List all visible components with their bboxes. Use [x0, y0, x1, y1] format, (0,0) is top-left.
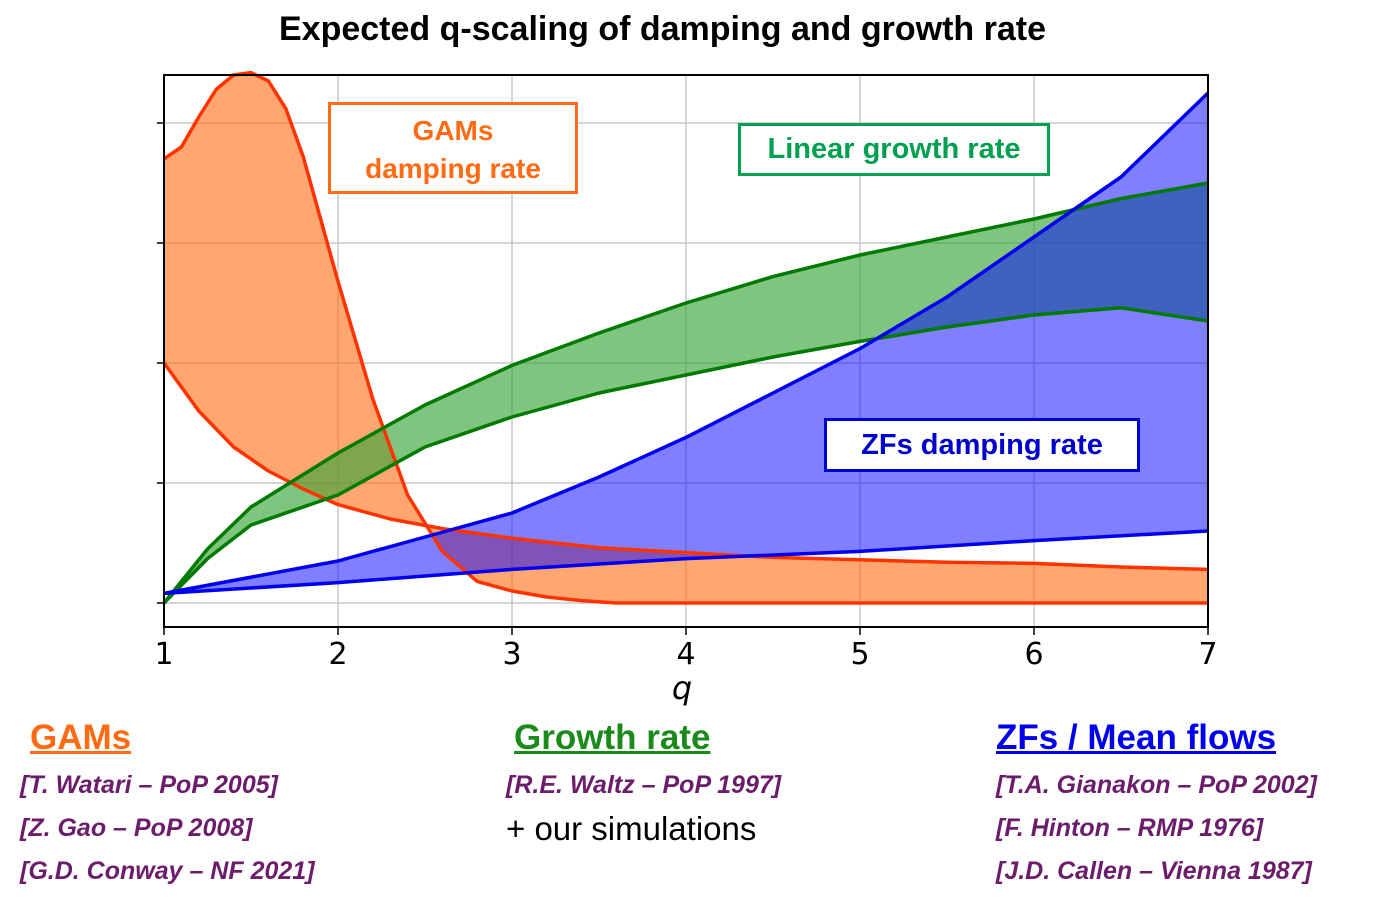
growth-references: Growth rate [R.E. Waltz – PoP 1997] + ou…: [506, 718, 781, 850]
reference-item: [Z. Gao – PoP 2008]: [20, 814, 253, 842]
zf-lower-line: [163, 529, 1209, 596]
growth-lower-line: [162, 306, 1209, 605]
gam-lower-line: [162, 361, 1209, 572]
gam-ref-heading: GAMs: [30, 718, 132, 757]
growth-label-box: Linear growth rate: [738, 123, 1050, 176]
reference-item: [T. Watari – PoP 2005]: [20, 771, 278, 799]
x-tick-label: 1: [154, 637, 173, 672]
x-tick-label: 3: [502, 637, 521, 672]
zf-upper-line: [163, 91, 1210, 596]
gam-band: [164, 72, 1208, 604]
reference-item: [R.E. Waltz – PoP 1997]: [506, 771, 782, 799]
reference-item: [G.D. Conway – NF 2021]: [20, 857, 315, 885]
gam-label-line2: damping rate: [365, 153, 541, 184]
reference-item: [J.D. Callen – Vienna 1987]: [996, 857, 1312, 885]
zf-references: ZFs / Mean flows [T.A. Gianakon – PoP 20…: [996, 718, 1317, 893]
x-tick-label: 5: [850, 637, 869, 672]
zf-ref-heading: ZFs / Mean flows: [996, 718, 1277, 757]
x-tick-label: 2: [328, 637, 347, 672]
gam-label-line1: GAMs: [412, 115, 494, 146]
page-title: Expected q-scaling of damping and growth…: [279, 10, 1046, 48]
chart: 1 2 3 4 5 6 7 q: [154, 70, 1218, 707]
x-axis-label: q: [672, 669, 692, 707]
x-tick-label: 4: [676, 637, 695, 672]
gam-upper-line: [163, 70, 1208, 605]
simulations-note: + our simulations: [506, 810, 757, 847]
growth-band: [164, 183, 1208, 603]
x-tick-label: 6: [1024, 637, 1043, 672]
gam-references: GAMs [T. Watari – PoP 2005] [Z. Gao – Po…: [20, 718, 315, 893]
growth-upper-line: [162, 181, 1209, 605]
growth-ref-heading: Growth rate: [514, 718, 711, 757]
reference-item: [F. Hinton – RMP 1976]: [996, 814, 1264, 842]
zf-label-box: ZFs damping rate: [824, 418, 1140, 472]
reference-item: [T.A. Gianakon – PoP 2002]: [996, 771, 1317, 799]
x-tick-label: 7: [1198, 637, 1217, 672]
gam-label-box: GAMs damping rate: [328, 102, 578, 194]
